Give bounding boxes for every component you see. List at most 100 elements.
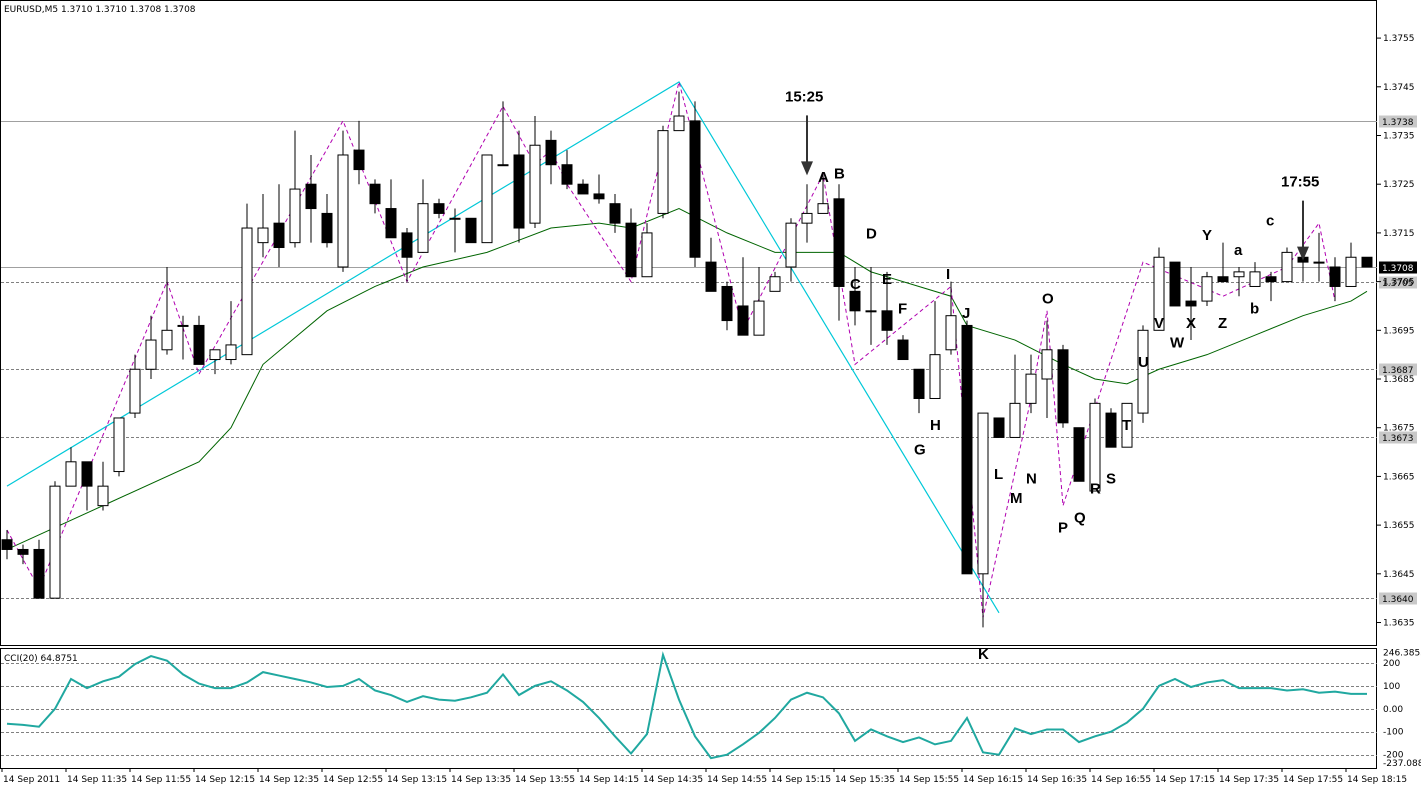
candle [1249,262,1261,287]
time-tick-label: 14 Sep 13:35 [451,775,511,785]
price-level-label: 1.3640 [1382,595,1414,605]
candle-body [1217,276,1229,283]
candle-body [1185,300,1197,307]
wave-point-label: R [1090,480,1101,497]
time-tick-label: 14 Sep 16:35 [1027,775,1087,785]
candle-body [1089,402,1101,492]
candle [17,544,29,565]
time-tick-label: 14 Sep 14:55 [707,775,767,785]
candle [945,281,957,355]
candle [193,315,205,365]
candle [401,228,413,282]
price-level-label: 1.3687 [1382,366,1414,376]
down-arrow-head-icon [801,161,813,176]
candle [1105,408,1117,448]
wave-point-label: F [898,300,907,317]
candle-body [513,154,525,229]
wave-point-label: H [930,417,941,434]
price-tick-label: 1.3755 [1383,34,1415,44]
candle [625,208,637,278]
time-tick-label: 14 Sep 13:15 [387,775,447,785]
wave-point-label: X [1186,315,1196,332]
candle-body [481,154,493,244]
candle [1009,354,1021,438]
wave-point-label: B [834,165,845,182]
cci-line [6,651,1367,760]
candle [1345,242,1357,287]
candle [433,198,445,219]
candle [593,174,605,204]
candle [497,101,509,167]
price-tick-label: 1.3705 [1383,278,1415,288]
candle-body [129,368,141,414]
candle-body [449,217,461,220]
candle-body [1313,261,1325,264]
candle-body [1345,256,1357,287]
wave-point-label: P [1058,519,1068,536]
price-tick-label: 1.3645 [1383,570,1415,580]
candle-body [1329,266,1341,287]
wave-point-label: Y [1202,227,1212,244]
time-callout-label: 15:25 [785,88,823,105]
candle-body [865,310,877,313]
candle [209,349,221,375]
wave-point-label: c [1266,213,1274,230]
wave-point-label: L [994,466,1003,483]
candle-body [145,339,157,370]
candle-body [97,485,109,507]
candle-body [417,203,429,253]
candle [993,417,1005,438]
candle-body [1121,402,1133,448]
wave-point-label: C [850,276,861,293]
candle-body [1057,349,1069,424]
candle-body [289,188,301,244]
candle-body [1009,402,1021,438]
cci-tick-label: 100 [1383,682,1400,692]
time-tick-label: 14 Sep 17:35 [1219,775,1279,785]
candle-body [961,324,973,575]
price-tick-label: 1.3725 [1383,180,1415,190]
candle-body [241,227,253,356]
candle [305,154,317,243]
candle [977,412,989,628]
wave-point-label: T [1122,417,1131,434]
wave-point-label: M [1010,490,1023,507]
candle-body [273,222,285,249]
candle [1281,247,1293,283]
moving-average-line [6,208,1368,550]
wave-point-label: a [1234,242,1243,259]
time-callout-label: 17:55 [1281,174,1319,191]
time-tick-label: 14 Sep 15:15 [771,775,831,785]
candle-body [433,203,445,214]
candle-body [81,461,93,487]
price-level-label: 1.3705 [1382,279,1414,289]
candle [641,223,653,278]
candle-body [1249,271,1261,287]
candle-body [993,417,1005,438]
wave-point-label: G [914,441,926,458]
candle-body [1137,329,1149,414]
time-tick-label: 14 Sep 2011 [3,775,60,785]
candle [1,529,13,560]
candle-body [401,232,413,258]
price-tick-label: 1.3655 [1383,521,1415,531]
time-tick-label: 14 Sep 15:35 [835,775,895,785]
price-level-tag [1379,592,1417,605]
price-tick-label: 1.3735 [1383,131,1415,141]
time-tick-label: 14 Sep 17:15 [1155,775,1215,785]
time-tick-label: 14 Sep 13:55 [515,775,575,785]
candle-body [545,139,557,166]
candle-body [1,539,13,550]
candle [609,193,621,233]
price-level-tag [1379,276,1417,289]
candle-body [657,130,669,214]
down-arrow-head-icon [1297,246,1309,261]
candle-body [369,183,381,205]
candle-body [65,461,77,487]
candle-body [753,300,765,336]
wave-point-label: W [1170,334,1185,351]
candle [337,130,349,272]
wave-point-label: Q [1074,510,1086,527]
candle [289,130,301,248]
